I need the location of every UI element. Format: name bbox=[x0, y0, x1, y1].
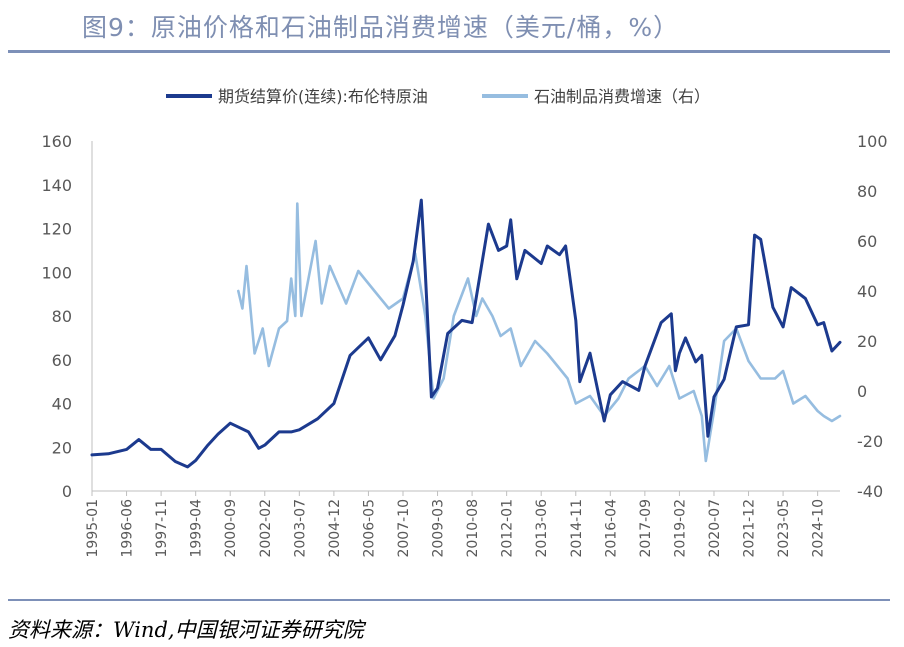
x-tick-label: 2006-05 bbox=[361, 499, 377, 558]
x-tick-label: 2017-09 bbox=[638, 499, 654, 558]
left-tick-label: 160 bbox=[41, 132, 72, 151]
left-tick-label: 20 bbox=[52, 438, 72, 457]
x-tick-label: 2010-08 bbox=[465, 499, 481, 558]
x-tick-label: 2004-12 bbox=[327, 499, 343, 558]
right-tick-label: 20 bbox=[857, 332, 877, 351]
x-tick-label: 2021-12 bbox=[742, 499, 758, 558]
x-tick-label: 2012-01 bbox=[500, 499, 516, 558]
x-axis-ticks: 1995-01 1996-06 1997-11 1999-04 2000-09 2002-… bbox=[85, 491, 827, 558]
left-tick-label: 0 bbox=[62, 482, 72, 501]
x-tick-label: 2014-11 bbox=[569, 499, 585, 558]
left-tick-label: 140 bbox=[41, 176, 72, 195]
right-tick-label: 40 bbox=[857, 282, 877, 301]
chart: 期货结算价(连续):布伦特原油 石油制品消费增速（右） 0 20 40 60 80 100… bbox=[41, 87, 888, 558]
x-tick-label: 2002-02 bbox=[258, 499, 274, 558]
right-tick-label: 100 bbox=[857, 132, 888, 151]
x-tick-label: 1995-01 bbox=[85, 499, 101, 558]
x-tick-label: 2009-03 bbox=[431, 499, 447, 558]
right-tick-label: 60 bbox=[857, 232, 877, 251]
bottom-rule bbox=[8, 599, 890, 601]
left-tick-label: 100 bbox=[41, 263, 72, 282]
series-line-consumption bbox=[237, 202, 842, 463]
x-tick-label: 1997-11 bbox=[154, 499, 170, 558]
series-layer bbox=[90, 198, 842, 469]
top-rule bbox=[8, 50, 890, 53]
x-tick-label: 2013-06 bbox=[534, 499, 550, 558]
x-tick-label: 2020-07 bbox=[707, 499, 723, 558]
right-tick-label: -40 bbox=[857, 482, 883, 501]
x-tick-label: 2024-10 bbox=[811, 499, 827, 558]
axes bbox=[91, 141, 840, 492]
left-tick-label: 60 bbox=[52, 351, 72, 370]
series-line-brent bbox=[90, 198, 842, 469]
x-tick-label: 2016-04 bbox=[603, 499, 619, 558]
legend: 期货结算价(连续):布伦特原油 石油制品消费增速（右） bbox=[166, 87, 710, 106]
x-tick-label: 2019-02 bbox=[672, 499, 688, 558]
x-tick-label: 1999-04 bbox=[189, 499, 205, 558]
right-tick-label: 0 bbox=[857, 382, 867, 401]
right-tick-label: 80 bbox=[857, 182, 877, 201]
right-tick-label: -20 bbox=[857, 432, 883, 451]
x-tick-label: 2007-10 bbox=[396, 499, 412, 558]
left-axis-ticks: 0 20 40 60 80 100 120 140 160 bbox=[41, 132, 72, 501]
legend-label-brent: 期货结算价(连续):布伦特原油 bbox=[218, 87, 428, 106]
figure-title: 图9：原油价格和石油制品消费增速（美元/桶，%） bbox=[82, 13, 680, 42]
left-tick-label: 120 bbox=[41, 220, 72, 239]
x-tick-label: 2023-05 bbox=[776, 499, 792, 558]
x-tick-label: 1996-06 bbox=[120, 499, 136, 558]
source-note: 资料来源：Wind,中国银河证券研究院 bbox=[8, 618, 364, 642]
right-axis-ticks: -40 -20 0 20 40 60 80 100 bbox=[857, 132, 888, 501]
left-tick-label: 80 bbox=[52, 307, 72, 326]
x-tick-label: 2003-07 bbox=[292, 499, 308, 558]
legend-label-consumption: 石油制品消费增速（右） bbox=[534, 87, 710, 106]
x-tick-label: 2000-09 bbox=[223, 499, 239, 558]
left-tick-label: 40 bbox=[52, 395, 72, 414]
